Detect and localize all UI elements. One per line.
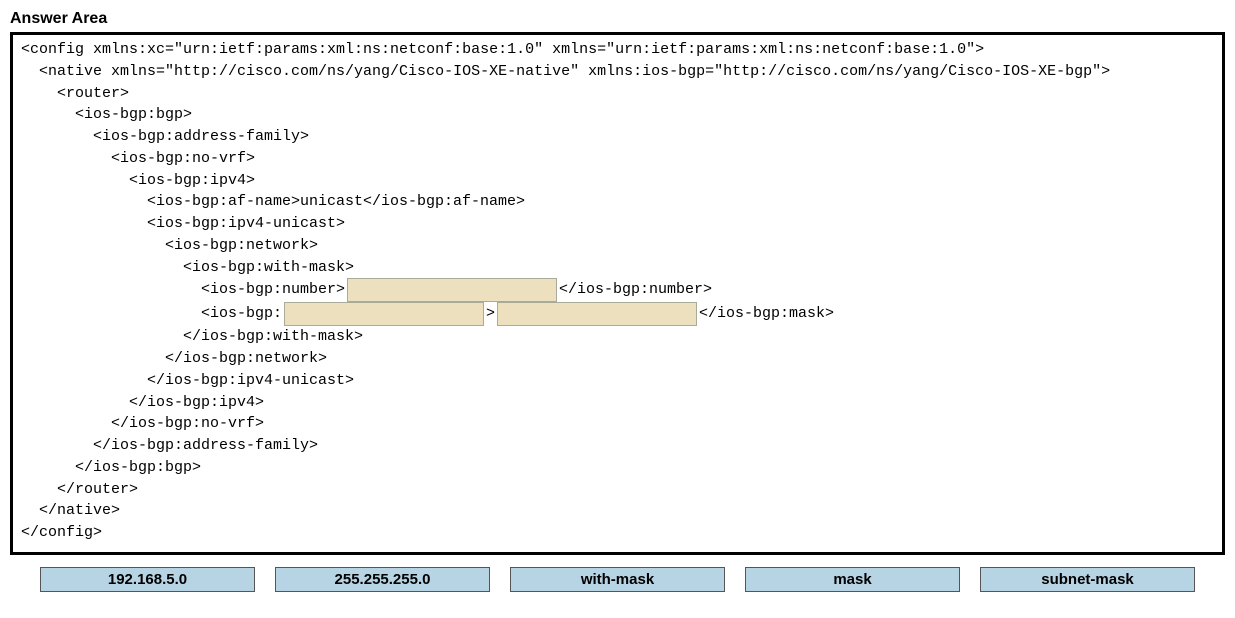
code-line: </ios-bgp:bgp>: [21, 457, 1214, 479]
code-line: <router>: [21, 83, 1214, 105]
code-line: </router>: [21, 479, 1214, 501]
code-line: </ios-bgp:no-vrf>: [21, 413, 1214, 435]
drop-slot-number[interactable]: [347, 278, 557, 302]
code-text: >: [486, 303, 495, 325]
code-line: <ios-bgp:network>: [21, 235, 1214, 257]
code-text: <ios-bgp:: [201, 303, 282, 325]
code-line: <ios-bgp:address-family>: [21, 126, 1214, 148]
code-line: </ios-bgp:address-family>: [21, 435, 1214, 457]
code-line: </config>: [21, 522, 1214, 544]
option-ip[interactable]: 192.168.5.0: [40, 567, 255, 592]
option-netmask[interactable]: 255.255.255.0: [275, 567, 490, 592]
code-line: <ios-bgp:bgp>: [21, 104, 1214, 126]
option-subnet-mask[interactable]: subnet-mask: [980, 567, 1195, 592]
drag-options-row: 192.168.5.0 255.255.255.0 with-mask mask…: [40, 567, 1195, 592]
code-line: <ios-bgp:ipv4-unicast>: [21, 213, 1214, 235]
code-line: <ios-bgp:ipv4>: [21, 170, 1214, 192]
drop-slot-tagname[interactable]: [284, 302, 484, 326]
code-line: </ios-bgp:ipv4>: [21, 392, 1214, 414]
xml-code-box: <config xmlns:xc="urn:ietf:params:xml:ns…: [10, 32, 1225, 555]
code-line: <ios-bgp:with-mask>: [21, 257, 1214, 279]
code-line: </ios-bgp:ipv4-unicast>: [21, 370, 1214, 392]
code-line: <ios-bgp:af-name>unicast</ios-bgp:af-nam…: [21, 191, 1214, 213]
code-line: <ios-bgp:number> </ios-bgp:number>: [21, 278, 1214, 302]
code-line: </ios-bgp:with-mask>: [21, 326, 1214, 348]
code-line: <config xmlns:xc="urn:ietf:params:xml:ns…: [21, 39, 1214, 61]
code-text: <ios-bgp:number>: [201, 279, 345, 301]
code-line: <ios-bgp:no-vrf>: [21, 148, 1214, 170]
option-with-mask[interactable]: with-mask: [510, 567, 725, 592]
code-line: </native>: [21, 500, 1214, 522]
code-text: </ios-bgp:mask>: [699, 303, 834, 325]
code-line: <native xmlns="http://cisco.com/ns/yang/…: [21, 61, 1214, 83]
code-text: </ios-bgp:number>: [559, 279, 712, 301]
code-line: <ios-bgp: > </ios-bgp:mask>: [21, 302, 1214, 326]
code-line: </ios-bgp:network>: [21, 348, 1214, 370]
page-title: Answer Area: [10, 10, 1225, 28]
drop-slot-mask-value[interactable]: [497, 302, 697, 326]
option-mask[interactable]: mask: [745, 567, 960, 592]
